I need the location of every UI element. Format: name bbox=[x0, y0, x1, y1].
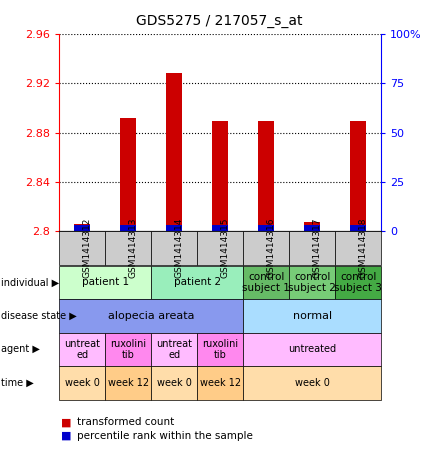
Text: GDS5275 / 217057_s_at: GDS5275 / 217057_s_at bbox=[136, 14, 302, 29]
Text: untreat
ed: untreat ed bbox=[64, 339, 100, 360]
Text: control
subject 2: control subject 2 bbox=[288, 272, 336, 293]
Text: GSM1414313: GSM1414313 bbox=[128, 218, 137, 278]
Text: transformed count: transformed count bbox=[77, 417, 174, 427]
Bar bbox=[74, 225, 90, 231]
Text: patient 2: patient 2 bbox=[173, 277, 221, 288]
Bar bbox=[350, 225, 366, 231]
Text: week 12: week 12 bbox=[200, 378, 240, 388]
Bar bbox=[166, 225, 182, 231]
Bar bbox=[304, 225, 320, 231]
Text: GSM1414312: GSM1414312 bbox=[82, 218, 91, 278]
Text: untreated: untreated bbox=[288, 344, 336, 355]
Text: GSM1414318: GSM1414318 bbox=[358, 218, 367, 278]
Text: ■: ■ bbox=[61, 417, 72, 427]
Text: normal: normal bbox=[293, 311, 332, 321]
Text: ■: ■ bbox=[61, 431, 72, 441]
Bar bbox=[212, 225, 228, 231]
Text: disease state ▶: disease state ▶ bbox=[1, 311, 77, 321]
Text: percentile rank within the sample: percentile rank within the sample bbox=[77, 431, 253, 441]
Bar bbox=[212, 121, 228, 231]
Text: GSM1414314: GSM1414314 bbox=[174, 218, 183, 278]
Text: week 12: week 12 bbox=[108, 378, 148, 388]
Text: week 0: week 0 bbox=[295, 378, 329, 388]
Text: individual ▶: individual ▶ bbox=[1, 277, 59, 288]
Text: ruxolini
tib: ruxolini tib bbox=[202, 339, 238, 360]
Text: control
subject 1: control subject 1 bbox=[242, 272, 290, 293]
Bar bbox=[258, 225, 274, 231]
Text: GSM1414315: GSM1414315 bbox=[220, 218, 229, 278]
Bar bbox=[74, 224, 90, 231]
Bar bbox=[350, 121, 366, 231]
Bar bbox=[304, 222, 320, 231]
Text: alopecia areata: alopecia areata bbox=[108, 311, 194, 321]
Text: untreat
ed: untreat ed bbox=[156, 339, 192, 360]
Text: ruxolini
tib: ruxolini tib bbox=[110, 339, 146, 360]
Text: GSM1414317: GSM1414317 bbox=[312, 218, 321, 278]
Text: GSM1414316: GSM1414316 bbox=[266, 218, 275, 278]
Bar bbox=[120, 118, 136, 231]
Text: agent ▶: agent ▶ bbox=[1, 344, 40, 355]
Text: week 0: week 0 bbox=[65, 378, 99, 388]
Text: control
subject 3: control subject 3 bbox=[334, 272, 382, 293]
Text: time ▶: time ▶ bbox=[1, 378, 34, 388]
Text: patient 1: patient 1 bbox=[81, 277, 129, 288]
Bar bbox=[120, 225, 136, 231]
Text: week 0: week 0 bbox=[157, 378, 191, 388]
Bar bbox=[166, 73, 182, 231]
Bar bbox=[258, 121, 274, 231]
